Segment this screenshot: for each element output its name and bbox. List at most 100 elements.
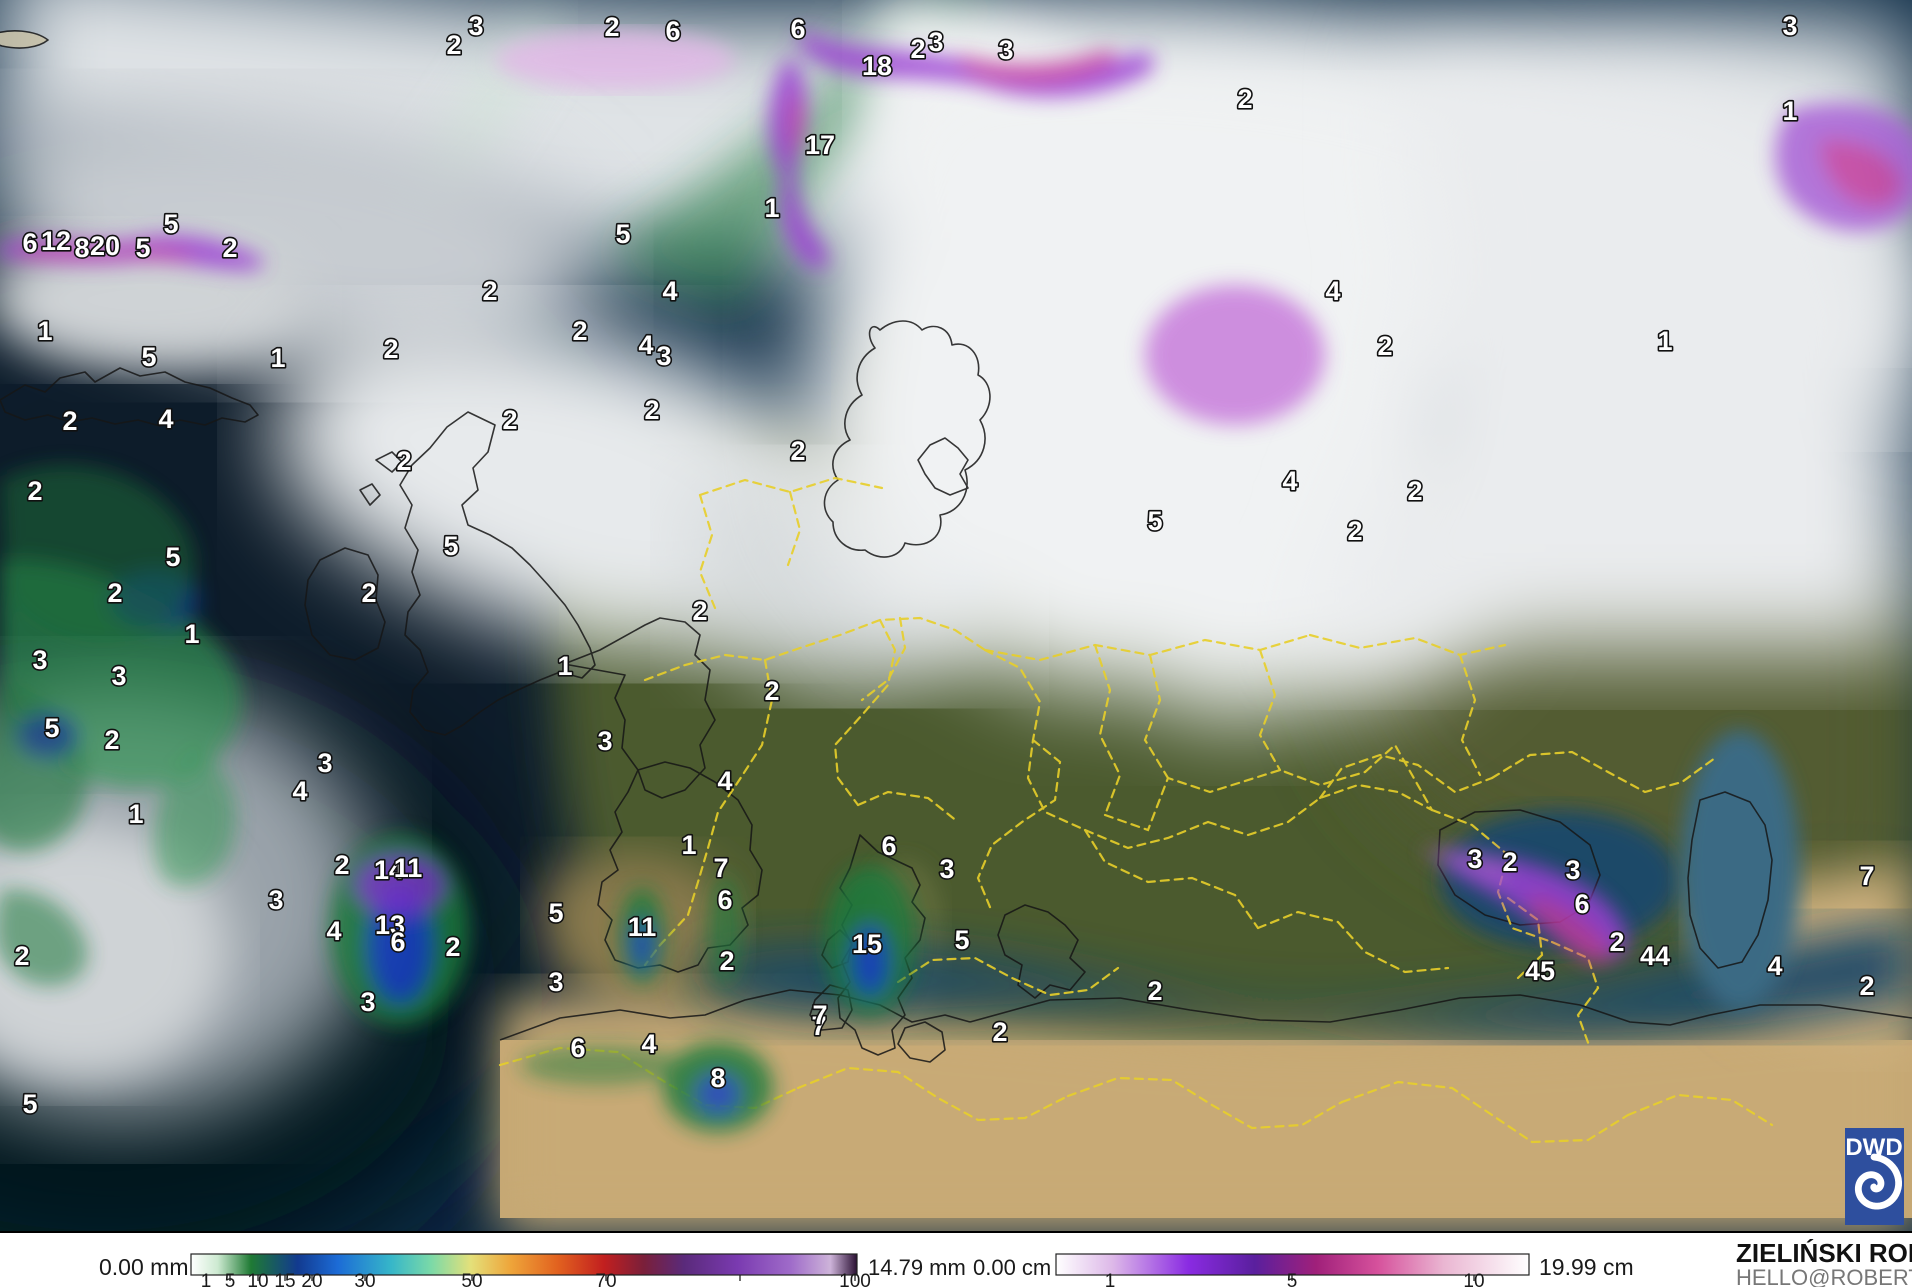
svg-text:6: 6 <box>390 927 405 957</box>
svg-text:1: 1 <box>557 651 572 681</box>
svg-text:3: 3 <box>468 11 483 41</box>
svg-text:6: 6 <box>717 885 732 915</box>
svg-text:8: 8 <box>710 1063 725 1093</box>
svg-text:1: 1 <box>1105 1271 1116 1287</box>
svg-text:5: 5 <box>225 1271 236 1287</box>
svg-text:2: 2 <box>1407 476 1422 506</box>
svg-text:6: 6 <box>881 831 896 861</box>
svg-text:11: 11 <box>628 912 657 942</box>
svg-text:3: 3 <box>268 885 283 915</box>
svg-text:3: 3 <box>1467 844 1482 874</box>
svg-text:3: 3 <box>597 726 612 756</box>
svg-text:2: 2 <box>104 725 119 755</box>
svg-text:2: 2 <box>1377 331 1392 361</box>
svg-text:6: 6 <box>570 1033 585 1063</box>
svg-text:14.79 mm: 14.79 mm <box>868 1255 966 1280</box>
svg-text:3: 3 <box>998 35 1013 65</box>
svg-text:44: 44 <box>1640 941 1670 971</box>
svg-text:3: 3 <box>656 341 671 371</box>
svg-text:30: 30 <box>354 1271 375 1287</box>
svg-text:15: 15 <box>852 929 882 959</box>
svg-text:3: 3 <box>939 854 954 884</box>
svg-text:5: 5 <box>22 1089 37 1119</box>
svg-text:5: 5 <box>163 209 178 239</box>
svg-text:5: 5 <box>1147 506 1162 536</box>
svg-text:5: 5 <box>1287 1271 1298 1287</box>
svg-text:2: 2 <box>334 850 349 880</box>
svg-text:2: 2 <box>27 476 42 506</box>
svg-text:HELLO@ROBERTZ.CO: HELLO@ROBERTZ.CO <box>1736 1265 1912 1287</box>
svg-text:5: 5 <box>615 219 630 249</box>
svg-text:100: 100 <box>839 1271 871 1287</box>
svg-text:50: 50 <box>461 1271 482 1287</box>
svg-text:4: 4 <box>717 766 732 796</box>
svg-text:2: 2 <box>383 334 398 364</box>
svg-text:3: 3 <box>928 27 943 57</box>
svg-text:1: 1 <box>270 343 285 373</box>
svg-text:11: 11 <box>394 853 423 883</box>
svg-text:5: 5 <box>141 342 156 372</box>
svg-text:45: 45 <box>1525 956 1555 986</box>
svg-text:2: 2 <box>502 405 517 435</box>
svg-text:7: 7 <box>1859 861 1874 891</box>
svg-text:2: 2 <box>572 316 587 346</box>
svg-text:2: 2 <box>482 276 497 306</box>
svg-text:4: 4 <box>326 916 341 946</box>
svg-text:4: 4 <box>158 404 173 434</box>
svg-text:5: 5 <box>165 542 180 572</box>
svg-text:1: 1 <box>681 830 696 860</box>
svg-text:2: 2 <box>1609 927 1624 957</box>
svg-text:6: 6 <box>1574 889 1589 919</box>
svg-text:2: 2 <box>1237 84 1252 114</box>
svg-text:0.00 cm: 0.00 cm <box>973 1255 1051 1280</box>
svg-text:4: 4 <box>638 330 653 360</box>
svg-text:3: 3 <box>548 967 563 997</box>
svg-text:15: 15 <box>274 1271 295 1287</box>
svg-text:ZIELIŃSKI ROBERT: ZIELIŃSKI ROBERT <box>1736 1238 1912 1268</box>
svg-text:4: 4 <box>1325 276 1340 306</box>
svg-text:2: 2 <box>719 946 734 976</box>
svg-text:5: 5 <box>135 233 150 263</box>
svg-text:1: 1 <box>1782 96 1797 126</box>
svg-text:8: 8 <box>74 233 89 263</box>
svg-text:4: 4 <box>1282 466 1297 496</box>
svg-text:2: 2 <box>992 1017 1007 1047</box>
svg-text:2: 2 <box>396 446 411 476</box>
svg-text:5: 5 <box>954 925 969 955</box>
svg-text:1: 1 <box>764 193 779 223</box>
svg-text:3: 3 <box>1782 11 1797 41</box>
svg-text:2: 2 <box>14 941 29 971</box>
svg-text:17: 17 <box>805 130 835 160</box>
svg-text:20: 20 <box>90 231 120 261</box>
svg-text:0.00 mm: 0.00 mm <box>99 1254 188 1280</box>
svg-text:2: 2 <box>1147 976 1162 1006</box>
svg-text:4: 4 <box>1767 951 1782 981</box>
svg-text:10: 10 <box>1463 1271 1484 1287</box>
svg-text:1: 1 <box>37 316 52 346</box>
svg-text:3: 3 <box>111 661 126 691</box>
svg-text:6: 6 <box>665 16 680 46</box>
svg-text:7: 7 <box>713 853 728 883</box>
svg-text:19.99 cm: 19.99 cm <box>1539 1254 1634 1280</box>
svg-text:20: 20 <box>301 1271 322 1287</box>
svg-text:2: 2 <box>361 578 376 608</box>
svg-text:2: 2 <box>1859 971 1874 1001</box>
svg-text:2: 2 <box>1347 516 1362 546</box>
svg-text:2: 2 <box>764 676 779 706</box>
svg-text:3: 3 <box>1565 855 1580 885</box>
svg-text:1: 1 <box>184 619 199 649</box>
svg-text:4: 4 <box>662 276 677 306</box>
svg-text:5: 5 <box>443 531 458 561</box>
svg-text:6: 6 <box>790 14 805 44</box>
svg-text:18: 18 <box>862 51 892 81</box>
svg-text:2: 2 <box>107 578 122 608</box>
svg-text:5: 5 <box>548 898 563 928</box>
svg-text:1: 1 <box>1657 326 1672 356</box>
svg-text:6: 6 <box>22 228 37 258</box>
svg-text:3: 3 <box>32 645 47 675</box>
svg-text:4: 4 <box>641 1029 656 1059</box>
svg-text:2: 2 <box>644 395 659 425</box>
svg-text:12: 12 <box>41 226 71 256</box>
svg-text:2: 2 <box>790 436 805 466</box>
svg-text:1: 1 <box>128 799 143 829</box>
